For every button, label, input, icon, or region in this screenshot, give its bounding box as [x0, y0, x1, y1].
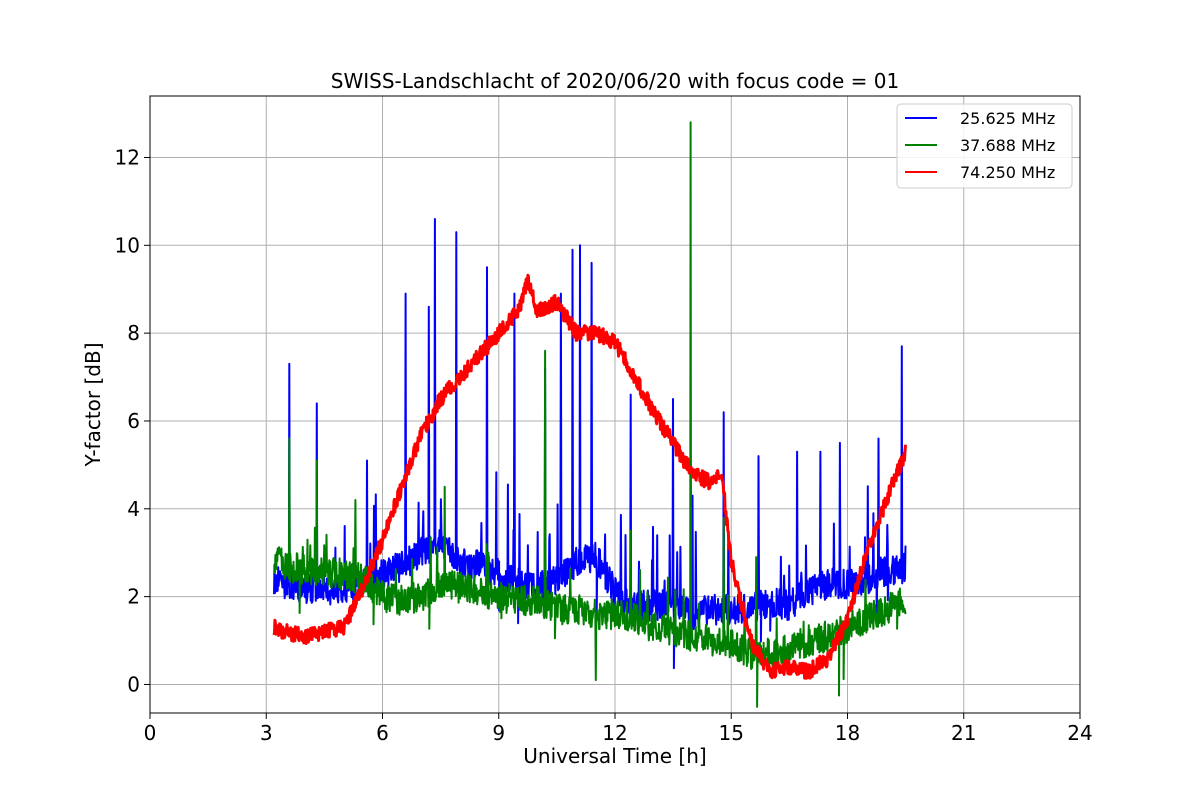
x-tick-label: 21: [951, 721, 976, 745]
legend-box: [896, 103, 1073, 189]
legend-label: 25.625 MHz: [960, 109, 1055, 128]
x-tick-label: 9: [492, 721, 505, 745]
x-tick-label: 18: [835, 721, 860, 745]
y-tick-label: 0: [127, 672, 140, 696]
legend-label: 37.688 MHz: [960, 136, 1055, 155]
chart-title: SWISS-Landschlacht of 2020/06/20 with fo…: [331, 69, 899, 93]
series-layer: [272, 121, 907, 708]
x-tick-label: 24: [1067, 721, 1092, 745]
legend: 25.625 MHz 37.688 MHz 74.250 MHz: [896, 103, 1073, 189]
series-line-3: [272, 273, 907, 680]
y-tick-label: 12: [115, 145, 140, 169]
x-tick-label: 12: [602, 721, 627, 745]
x-tick-label: 15: [719, 721, 744, 745]
y-tick-label: 10: [115, 233, 140, 257]
y-tick-label: 4: [127, 497, 140, 521]
x-tick-label: 0: [144, 721, 157, 745]
series-line-2: [273, 121, 907, 708]
x-tick-label: 3: [260, 721, 273, 745]
y-axis-label: Y-factor [dB]: [81, 342, 105, 467]
y-tick-label: 6: [127, 409, 140, 433]
y-tick-label: 2: [127, 585, 140, 609]
y-tick-label: 8: [127, 321, 140, 345]
series-line-1: [273, 218, 907, 670]
x-tick-label: 6: [376, 721, 389, 745]
x-axis-label: Universal Time [h]: [523, 744, 706, 768]
legend-label: 74.250 MHz: [960, 163, 1055, 182]
